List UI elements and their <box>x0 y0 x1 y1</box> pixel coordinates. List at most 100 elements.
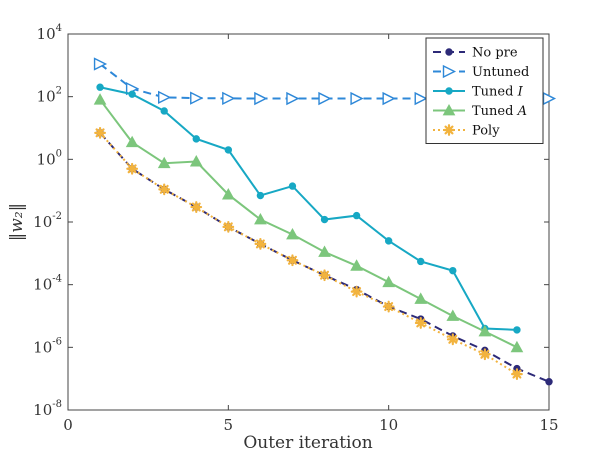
y-tick-base: 10 <box>33 401 52 419</box>
series-line <box>99 99 518 349</box>
series-line <box>99 132 518 375</box>
x-tick-label: 5 <box>224 416 234 434</box>
data-point <box>318 91 332 106</box>
data-point <box>350 91 364 106</box>
data-point <box>96 83 104 91</box>
data-point <box>128 90 136 98</box>
legend-item: Poly <box>433 124 500 139</box>
data-point <box>414 292 428 304</box>
legend-item: Tuned A <box>433 103 527 119</box>
data-point <box>318 269 331 282</box>
y-tick-label: 10-4 <box>33 274 62 294</box>
data-point <box>254 91 268 106</box>
series-line <box>99 132 550 383</box>
data-point <box>417 257 425 266</box>
series-poly <box>94 126 523 380</box>
data-point <box>190 201 203 213</box>
data-point <box>318 245 331 257</box>
data-point <box>414 317 427 329</box>
data-point <box>286 227 299 240</box>
data-point <box>513 326 521 334</box>
data-point <box>221 188 235 200</box>
series-line <box>99 86 517 331</box>
legend-marker <box>445 87 453 95</box>
data-point <box>384 237 393 245</box>
legend-label: Tuned I <box>472 85 524 100</box>
y-tick-base: 10 <box>37 25 56 43</box>
data-point <box>478 324 492 337</box>
data-point <box>125 135 139 148</box>
data-point <box>93 57 108 71</box>
data-point <box>222 91 236 106</box>
x-tick-label: 15 <box>539 416 558 434</box>
legend-marker <box>443 124 455 136</box>
data-point <box>256 191 265 200</box>
y-tick-exponent: -6 <box>52 336 62 347</box>
data-point <box>224 146 233 154</box>
y-tick-exponent: 4 <box>56 23 62 34</box>
data-point <box>286 91 300 106</box>
series-tuned-i <box>96 83 521 334</box>
y-tick-exponent: -8 <box>52 399 62 410</box>
data-point <box>545 378 553 386</box>
data-point <box>126 162 139 175</box>
y-tick-label: 10-2 <box>33 211 62 231</box>
y-tick-label: 10-8 <box>33 399 62 419</box>
y-tick-label: 100 <box>37 148 62 168</box>
legend-marker <box>442 103 456 116</box>
x-axis-label: Outer iteration <box>243 433 372 453</box>
data-point <box>352 211 361 220</box>
data-point <box>350 285 363 298</box>
legend-item: Tuned I <box>433 85 524 100</box>
data-point <box>510 340 524 353</box>
data-point <box>190 91 204 105</box>
data-point <box>414 91 428 106</box>
y-tick-label: 102 <box>37 86 62 106</box>
y-tick-exponent: -2 <box>52 211 62 222</box>
legend-label: Poly <box>472 124 500 139</box>
data-point <box>350 259 363 271</box>
data-point <box>478 348 491 361</box>
data-point <box>382 91 396 106</box>
data-point <box>446 333 459 346</box>
y-axis-label: ‖w₂‖ <box>7 203 27 241</box>
y-tick-base: 10 <box>37 88 56 106</box>
y-tick-exponent: 2 <box>56 86 62 97</box>
series-tuned-a <box>93 93 524 353</box>
data-point <box>382 275 396 288</box>
data-point <box>320 215 329 224</box>
data-point <box>160 107 168 115</box>
legend-marker <box>445 48 453 56</box>
data-point <box>511 368 523 380</box>
series-group <box>93 57 557 386</box>
data-point <box>288 182 297 190</box>
data-point <box>222 220 235 233</box>
data-point <box>192 135 200 143</box>
y-tick-exponent: 0 <box>56 148 62 159</box>
y-tick-label: 10-6 <box>33 336 62 356</box>
data-point <box>94 126 106 139</box>
legend-label-text: Tuned <box>472 104 518 119</box>
x-tick-label: 10 <box>379 416 398 434</box>
data-point <box>157 156 171 169</box>
data-point <box>254 238 267 250</box>
legend-item: Untuned <box>433 64 529 80</box>
data-point <box>446 309 460 321</box>
data-point <box>286 254 299 267</box>
legend-label: Untuned <box>472 65 529 80</box>
legend-label-math: A <box>517 104 527 119</box>
legend-label-text: Tuned <box>472 85 518 100</box>
data-point <box>189 155 203 167</box>
legend-marker <box>442 64 457 79</box>
legend-label: Tuned A <box>472 104 527 119</box>
data-point <box>254 212 267 225</box>
data-point <box>157 90 172 104</box>
legend-label-math: I <box>517 85 524 100</box>
y-tick-label: 104 <box>37 23 62 43</box>
y-tick-base: 10 <box>33 338 52 356</box>
legend-label: No pre <box>472 46 518 61</box>
y-tick-base: 10 <box>33 276 52 294</box>
legend-item: No pre <box>433 46 518 61</box>
data-point <box>158 183 171 196</box>
